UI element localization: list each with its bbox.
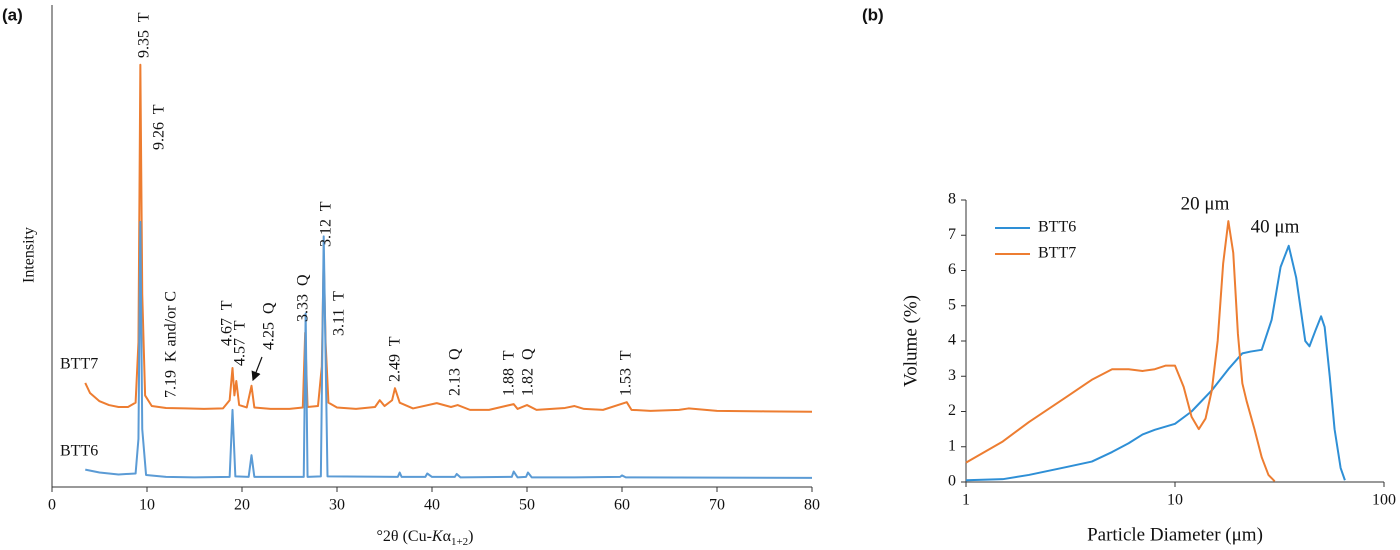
y-tick-label: 5	[948, 296, 956, 313]
annotation: 20 μm	[1181, 193, 1230, 214]
y-tick-label: 0	[948, 473, 956, 490]
annotation: 4.67 T	[219, 300, 236, 346]
legend-label: BTT7	[1038, 245, 1076, 262]
y-axis-label: Volume (%)	[900, 295, 921, 387]
x-axis-label: °2θ (Cu-Kα1+2)	[377, 528, 474, 548]
annotation-arrow	[251, 356, 263, 382]
annotation: 1.53 T	[618, 350, 635, 396]
y-tick-label: 8	[948, 191, 956, 208]
x-tick-label: 40	[424, 497, 440, 514]
data-line	[965, 244, 1346, 482]
x-tick-label: 100	[1372, 492, 1396, 509]
annotation: 4.57 T	[232, 320, 249, 366]
x-tick-label: 10	[1167, 492, 1183, 509]
annotation: 40 μm	[1251, 216, 1300, 237]
x-tick-label: 10	[139, 497, 155, 514]
annotation: 3.12 T	[318, 201, 335, 247]
x-tick-label: 50	[519, 497, 535, 514]
annotation: 1.82 Q	[520, 348, 537, 396]
y-tick-label: 2	[948, 402, 956, 419]
x-tick-label: 1	[962, 492, 970, 509]
y-tick-label: 4	[948, 332, 956, 349]
y-axis-label: Intensity	[21, 227, 38, 283]
annotation: 3.33 Q	[295, 274, 312, 322]
x-tick-label: 60	[614, 497, 630, 514]
x-tick-label: 80	[804, 497, 820, 514]
panel-label: (a)	[2, 5, 23, 24]
panel-label: (b)	[862, 5, 884, 24]
annotation: 9.26 T	[151, 104, 168, 150]
x-tick-label: 0	[48, 497, 56, 514]
x-label-part: )	[468, 528, 473, 545]
x-label-part: °2θ (Cu-	[377, 528, 432, 545]
x-tick-label: 20	[234, 497, 250, 514]
series-label: BTT6	[60, 442, 98, 459]
data-line	[85, 220, 813, 479]
annotation: 1.88 T	[501, 350, 518, 396]
series-label: BTT7	[60, 356, 98, 373]
annotation: 4.25 Q	[261, 302, 278, 350]
x-label-part: 1+2	[451, 536, 468, 548]
x-label-part: K	[431, 528, 444, 545]
annotation: 7.19 K and/or C	[163, 291, 180, 398]
y-tick-label: 1	[948, 437, 956, 454]
x-tick-label: 70	[709, 497, 725, 514]
x-axis-label: Particle Diameter (μm)	[1087, 524, 1263, 545]
y-tick-label: 6	[948, 261, 956, 278]
y-tick-label: 7	[948, 226, 956, 243]
x-tick-label: 30	[329, 497, 345, 514]
x-label-part: α	[443, 528, 452, 545]
annotation: 9.35 T	[136, 12, 153, 58]
annotation: 2.49 T	[387, 336, 404, 382]
data-line	[965, 220, 1276, 483]
legend-label: BTT6	[1038, 219, 1076, 236]
y-tick-label: 3	[948, 367, 956, 384]
annotation: 2.13 Q	[447, 348, 464, 396]
annotation: 3.11 T	[331, 291, 348, 336]
